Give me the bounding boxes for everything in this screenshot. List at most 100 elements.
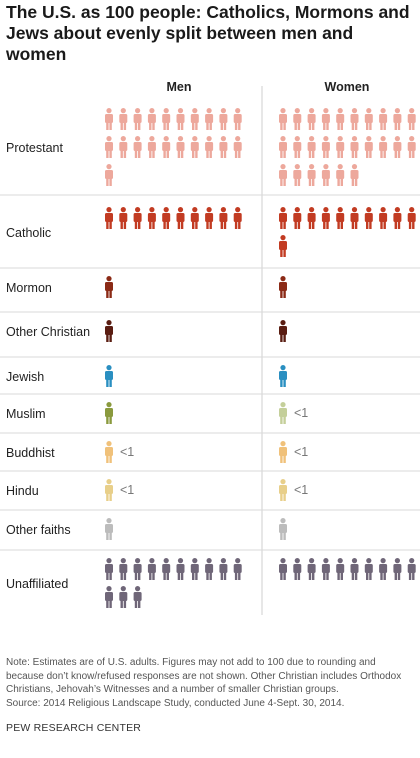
- person-icon: [379, 108, 388, 130]
- person-icon: [279, 108, 287, 130]
- person-icon: [407, 207, 416, 229]
- person-icon: [176, 108, 185, 130]
- source-text: Source: 2014 Religious Landscape Study, …: [6, 697, 345, 709]
- person-icon: [407, 558, 416, 580]
- person-icon: [364, 136, 373, 158]
- person-icon: [307, 164, 316, 186]
- note-text: Note: Estimates are of U.S. adults. Figu…: [6, 657, 402, 695]
- person-icon: [119, 136, 128, 158]
- less-than-one-label: <1: [120, 445, 134, 459]
- person-icon: [393, 136, 402, 158]
- less-than-one-label: <1: [294, 445, 308, 459]
- category-label-other-faiths: Other faiths: [6, 523, 71, 537]
- person-icon: [190, 558, 199, 580]
- person-icon: [190, 108, 199, 130]
- person-icon: [205, 558, 214, 580]
- chart-title: The U.S. as 100 people: Catholics, Mormo…: [6, 2, 410, 64]
- person-icon: [105, 402, 113, 424]
- person-icon: [393, 108, 402, 130]
- person-icon: [379, 136, 388, 158]
- person-icon: [119, 586, 128, 608]
- less-than-one-label: <1: [120, 483, 134, 497]
- person-icon: [393, 558, 402, 580]
- column-header-men: Men: [166, 80, 192, 94]
- less-than-one-label: <1: [294, 483, 308, 497]
- person-icon: [336, 558, 345, 580]
- person-icon: [219, 136, 228, 158]
- category-label-catholic: Catholic: [6, 226, 51, 240]
- person-icon: [279, 276, 287, 298]
- person-icon: [321, 558, 330, 580]
- person-icon: [393, 207, 402, 229]
- category-label-protestant: Protestant: [6, 141, 64, 155]
- person-icon: [279, 518, 287, 540]
- person-icon: [364, 558, 373, 580]
- person-icon: [407, 108, 416, 130]
- category-label-hindu: Hindu: [6, 484, 39, 498]
- person-icon: [105, 136, 113, 158]
- category-label-jewish: Jewish: [6, 370, 44, 384]
- person-icon: [321, 164, 330, 186]
- person-icon: [190, 136, 199, 158]
- person-icon: [176, 207, 185, 229]
- column-header-women: Women: [324, 80, 370, 94]
- person-icon: [321, 108, 330, 130]
- person-icon: [307, 108, 316, 130]
- person-icon: [147, 136, 156, 158]
- person-icon: [147, 558, 156, 580]
- person-icon: [233, 136, 242, 158]
- less-than-one-label: <1: [294, 406, 308, 420]
- person-icon: [336, 207, 345, 229]
- person-icon: [279, 136, 287, 158]
- person-icon: [233, 207, 242, 229]
- person-icon: [219, 207, 228, 229]
- person-icon: [162, 558, 171, 580]
- person-icon: [105, 479, 113, 501]
- person-icon: [205, 136, 214, 158]
- person-icon: [119, 108, 128, 130]
- person-icon: [233, 108, 242, 130]
- person-icon: [364, 108, 373, 130]
- person-icon: [147, 207, 156, 229]
- person-icon: [307, 136, 316, 158]
- person-icon: [176, 136, 185, 158]
- person-icon: [279, 320, 287, 342]
- person-icon: [279, 365, 287, 387]
- chart-notes: Note: Estimates are of U.S. adults. Figu…: [6, 656, 416, 710]
- person-icon: [293, 136, 302, 158]
- person-icon: [133, 207, 142, 229]
- person-icon: [321, 207, 330, 229]
- person-icon: [379, 207, 388, 229]
- pictogram-chart: Protestant Catholic Mormon Other Christian J…: [0, 86, 420, 615]
- organization-label: PEW RESEARCH CENTER: [6, 722, 142, 734]
- person-icon: [133, 136, 142, 158]
- person-icon: [307, 558, 316, 580]
- person-icon: [293, 207, 302, 229]
- person-icon: [105, 276, 113, 298]
- person-icon: [279, 441, 287, 463]
- person-icon: [293, 558, 302, 580]
- category-label-mormon: Mormon: [6, 281, 52, 295]
- person-icon: [219, 108, 228, 130]
- person-icon: [162, 207, 171, 229]
- person-icon: [105, 320, 113, 342]
- person-icon: [147, 108, 156, 130]
- person-icon: [162, 108, 171, 130]
- person-icon: [293, 164, 302, 186]
- person-icon: [407, 136, 416, 158]
- person-icon: [279, 402, 287, 424]
- person-icon: [133, 558, 142, 580]
- person-icon: [105, 108, 113, 130]
- person-icon: [105, 586, 113, 608]
- person-icon: [279, 558, 287, 580]
- person-icon: [133, 586, 142, 608]
- person-icon: [105, 558, 113, 580]
- category-label-other-christian: Other Christian: [6, 325, 90, 339]
- person-icon: [307, 207, 316, 229]
- category-label-muslim: Muslim: [6, 407, 46, 421]
- person-icon: [279, 164, 287, 186]
- person-icon: [190, 207, 199, 229]
- person-icon: [350, 558, 359, 580]
- person-icon: [205, 108, 214, 130]
- person-icon: [133, 108, 142, 130]
